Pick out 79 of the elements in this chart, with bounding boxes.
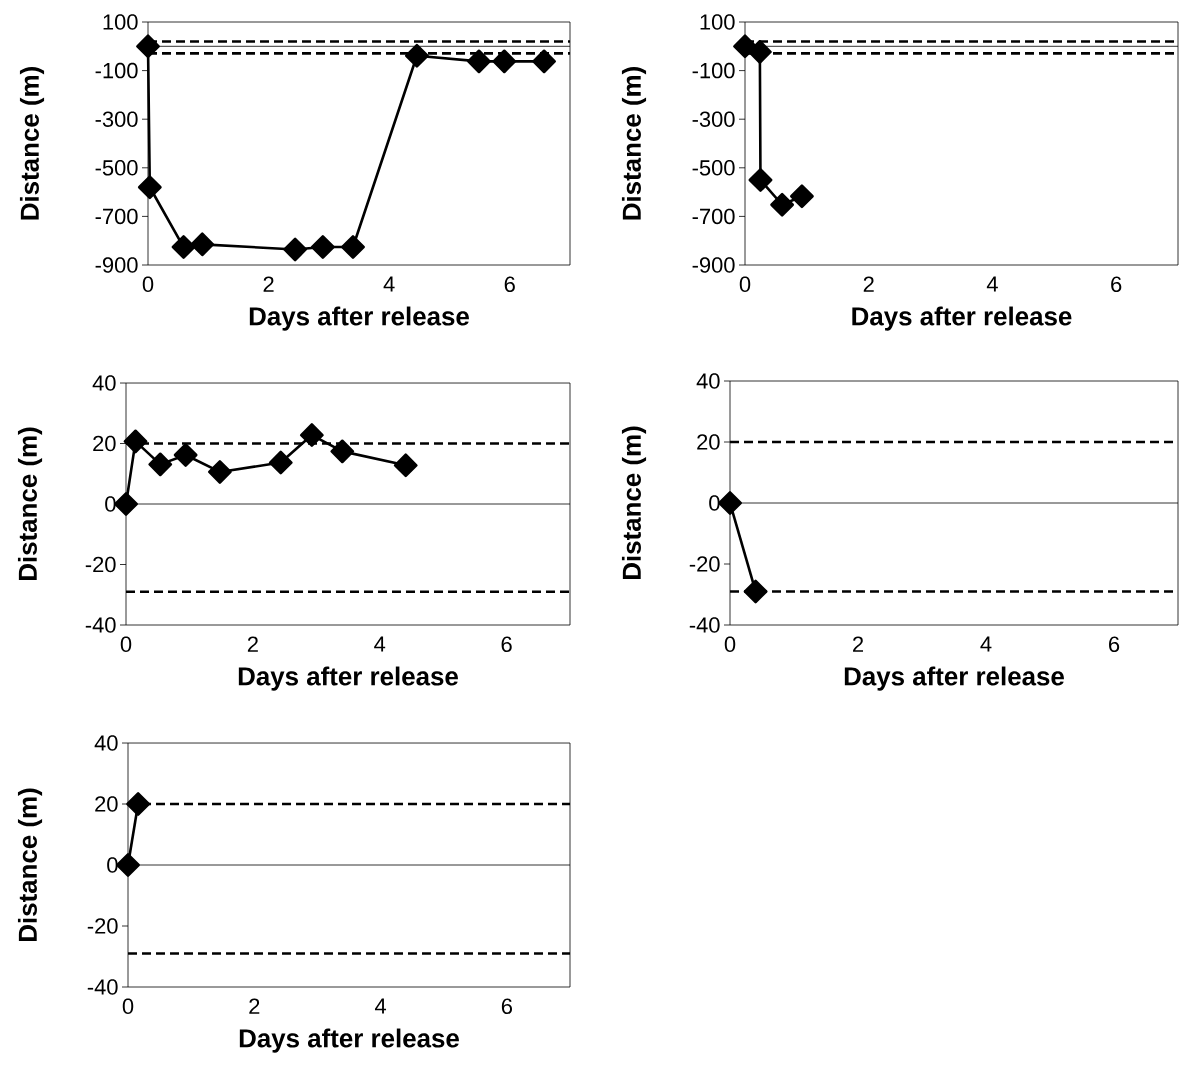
- x-axis-title: Days after release: [238, 666, 458, 691]
- point: [136, 34, 160, 59]
- y-tick-label: -300: [692, 111, 735, 127]
- y-tick-label: -20: [689, 556, 720, 572]
- y-tick-label: 20: [697, 434, 720, 450]
- x-tick-label: 6: [504, 276, 515, 293]
- y-tick-label: 40: [94, 735, 118, 751]
- y-tick-label: -900: [692, 257, 735, 273]
- point: [148, 452, 173, 477]
- x-tick-label: 4: [374, 636, 386, 652]
- y-axis-title: Distance (m): [621, 426, 647, 579]
- point: [268, 450, 293, 475]
- y-tick-label: -700: [692, 208, 735, 225]
- x-tick-label: 6: [1109, 636, 1120, 653]
- y-axis-title: Distance (m): [621, 67, 647, 220]
- point: [748, 168, 773, 192]
- y-axis-title: Distance (m): [19, 67, 45, 220]
- x-tick-label: 2: [247, 636, 258, 652]
- x-tick-label: 2: [853, 636, 864, 652]
- y-axis-title: Distance (m): [17, 427, 43, 581]
- point: [171, 235, 196, 259]
- x-tick-label: 2: [863, 276, 874, 292]
- x-tick-label: 2: [263, 276, 274, 292]
- x-tick-label: 6: [501, 998, 512, 1015]
- point: [299, 423, 324, 447]
- point: [330, 439, 355, 464]
- x-tick-label: 2: [249, 998, 260, 1014]
- y-tick-label: -20: [85, 556, 116, 573]
- point: [404, 43, 429, 68]
- x-tick-label: 6: [1111, 276, 1122, 293]
- point: [310, 235, 335, 259]
- y-tick-label: 40: [92, 375, 116, 391]
- point: [207, 460, 232, 484]
- point: [393, 453, 418, 478]
- point: [747, 39, 772, 64]
- y-tick-label: -100: [95, 62, 138, 79]
- x-axis-title: Days after release: [239, 1028, 459, 1053]
- x-tick-label: 6: [501, 636, 512, 653]
- y-tick-label: -900: [95, 257, 138, 273]
- y-tick-label: -300: [95, 111, 138, 127]
- point: [770, 192, 795, 217]
- x-tick-label: 4: [986, 276, 998, 292]
- point: [341, 235, 365, 259]
- point: [114, 492, 138, 516]
- x-tick-label: 4: [383, 276, 395, 292]
- y-tick-label: 0: [105, 496, 116, 512]
- point: [137, 175, 162, 200]
- y-tick-label: -700: [95, 208, 138, 225]
- x-tick-label: 0: [142, 276, 154, 293]
- y-tick-label: -500: [95, 160, 138, 176]
- x-tick-label: 4: [980, 636, 992, 652]
- point: [123, 429, 148, 454]
- x-axis-title: Days after release: [844, 666, 1064, 691]
- y-tick-label: -40: [85, 617, 116, 633]
- y-tick-label: -40: [689, 617, 720, 633]
- y-axis-title: Distance (m): [17, 788, 43, 942]
- y-tick-label: 0: [709, 495, 720, 511]
- y-tick-label: 20: [95, 796, 118, 812]
- x-axis-title: Days after release: [249, 306, 469, 331]
- point: [283, 237, 308, 262]
- point: [532, 49, 556, 74]
- y-tick-label: -20: [87, 918, 118, 934]
- y-tick-label: 100: [700, 14, 735, 30]
- x-tick-label: 4: [374, 998, 387, 1014]
- point: [467, 49, 491, 74]
- point: [733, 34, 757, 59]
- y-tick-label: 100: [103, 14, 138, 30]
- y-tick-label: 40: [696, 373, 720, 389]
- y-tick-label: -500: [692, 160, 735, 176]
- y-tick-label: -100: [692, 62, 735, 79]
- point: [790, 184, 814, 209]
- x-axis-title: Days after release: [852, 306, 1072, 331]
- y-tick-label: 20: [93, 435, 116, 452]
- x-tick-label: 0: [739, 276, 751, 293]
- point: [190, 232, 215, 257]
- y-tick-label: -40: [87, 979, 118, 995]
- point: [173, 443, 198, 467]
- point: [492, 49, 517, 74]
- y-tick-label: 0: [107, 857, 118, 873]
